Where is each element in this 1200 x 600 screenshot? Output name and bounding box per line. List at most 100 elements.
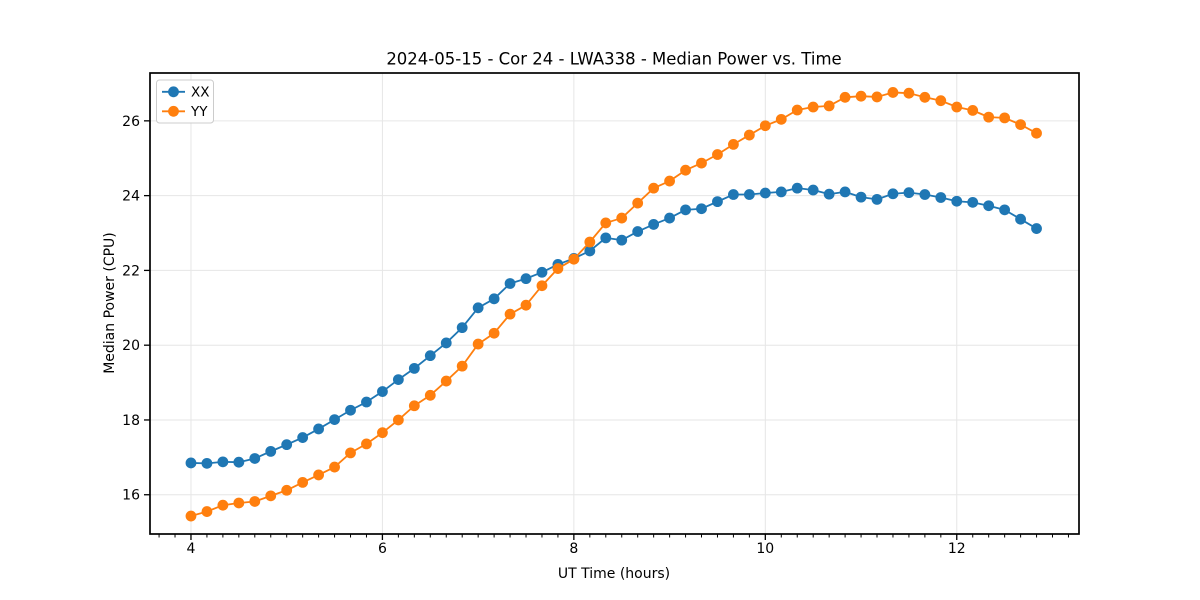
series-yy-marker bbox=[185, 510, 197, 522]
series-xx-marker bbox=[408, 362, 420, 374]
series-xx-marker bbox=[233, 456, 245, 468]
series-yy-line bbox=[190, 91, 1037, 517]
x-tick-label: 10 bbox=[756, 541, 774, 557]
series-xx-marker bbox=[345, 404, 356, 416]
legend-marker bbox=[168, 86, 179, 98]
series-xx-marker bbox=[329, 414, 340, 425]
series-xx-marker bbox=[919, 189, 931, 200]
legend: XX YY bbox=[156, 79, 214, 124]
series-xx-marker bbox=[472, 302, 484, 314]
series-xx-marker bbox=[759, 187, 771, 199]
series-yy-marker bbox=[696, 157, 707, 169]
legend-marker bbox=[168, 105, 179, 117]
chart-title: 2024-05-15 - Cor 24 - LWA338 - Median Po… bbox=[386, 50, 841, 69]
series-yy-marker bbox=[1031, 127, 1042, 139]
series-yy-marker bbox=[728, 139, 739, 150]
series-yy-marker bbox=[424, 389, 436, 401]
series-yy-marker bbox=[536, 280, 548, 292]
series-yy-marker bbox=[967, 104, 979, 116]
series-yy-marker bbox=[664, 175, 675, 187]
data-series bbox=[185, 87, 1042, 522]
series-yy-marker bbox=[313, 469, 324, 481]
series-yy-marker bbox=[249, 496, 261, 507]
series-xx-marker bbox=[392, 374, 404, 385]
series-yy-marker bbox=[456, 360, 468, 372]
series-xx-marker bbox=[887, 188, 899, 200]
series-yy-marker bbox=[855, 90, 867, 102]
series-yy-marker bbox=[281, 484, 293, 496]
series-yy-marker bbox=[983, 111, 995, 123]
series-yy-marker bbox=[377, 427, 388, 439]
series-yy-marker bbox=[233, 497, 245, 509]
series-yy-marker bbox=[568, 253, 580, 265]
series-xx-marker bbox=[743, 189, 755, 200]
series-xx-marker bbox=[217, 456, 229, 468]
series-yy-marker bbox=[887, 87, 899, 98]
series-xx-marker bbox=[520, 273, 532, 285]
series-xx-marker bbox=[807, 184, 819, 196]
series-xx-marker bbox=[903, 187, 915, 199]
series-yy-marker bbox=[616, 212, 628, 224]
series-xx-marker bbox=[823, 188, 835, 200]
series-xx-line bbox=[190, 187, 1037, 465]
series-yy-marker bbox=[919, 91, 931, 103]
y-axis-label: Median Power (CPU) bbox=[102, 232, 118, 374]
y-tick-label: 16 bbox=[122, 488, 140, 504]
series-yy-marker bbox=[712, 149, 723, 160]
series-xx-marker bbox=[1031, 223, 1042, 234]
series-yy-marker bbox=[951, 101, 963, 113]
series-yy-marker bbox=[823, 100, 835, 112]
series-yy-marker bbox=[392, 414, 404, 426]
y-tick-label: 26 bbox=[122, 114, 140, 130]
series-xx-marker bbox=[632, 226, 644, 237]
series-xx-marker bbox=[696, 203, 707, 215]
series-xx-marker bbox=[297, 432, 309, 443]
x-tick-label: 8 bbox=[569, 541, 578, 557]
series-xx-marker bbox=[983, 200, 995, 212]
series-yy-marker bbox=[329, 461, 340, 473]
x-tick-label: 4 bbox=[187, 541, 196, 557]
grid-lines bbox=[150, 73, 1079, 534]
x-tick-label: 12 bbox=[948, 541, 966, 557]
x-tick-label: 6 bbox=[378, 541, 387, 557]
series-xx-marker bbox=[440, 337, 452, 349]
series-yy-marker bbox=[791, 104, 803, 116]
legend-label-xx: XX bbox=[191, 85, 210, 101]
series-yy-marker bbox=[999, 112, 1011, 124]
series-xx-marker bbox=[935, 192, 947, 203]
series-yy-marker bbox=[345, 447, 356, 459]
series-yy-marker bbox=[935, 95, 947, 107]
y-tick-label: 22 bbox=[122, 263, 140, 279]
series-yy-marker bbox=[648, 182, 660, 194]
series-xx-marker bbox=[201, 457, 213, 469]
series-xx-marker bbox=[536, 266, 548, 278]
series-xx-marker bbox=[951, 195, 963, 207]
series-yy-marker bbox=[1015, 119, 1026, 130]
series-yy-marker bbox=[839, 91, 851, 103]
series-xx-marker bbox=[616, 234, 628, 246]
series-yy-marker bbox=[265, 490, 277, 502]
series-xx-marker bbox=[281, 439, 293, 451]
series-xx-marker bbox=[791, 182, 803, 194]
series-yy-marker bbox=[807, 101, 819, 113]
series-xx-marker bbox=[855, 191, 867, 203]
series-yy-marker bbox=[871, 91, 883, 103]
series-xx-marker bbox=[488, 293, 500, 305]
series-yy-marker bbox=[552, 263, 564, 274]
series-yy-marker bbox=[584, 236, 596, 248]
series-xx-marker bbox=[504, 278, 516, 289]
series-yy-marker bbox=[488, 327, 500, 339]
series-yy-marker bbox=[903, 87, 915, 99]
x-axis-label: UT Time (hours) bbox=[558, 566, 670, 582]
series-xx-marker bbox=[377, 386, 388, 397]
series-yy-marker bbox=[520, 299, 532, 311]
series-yy-marker bbox=[600, 217, 612, 229]
axes: 4 6 8 10 12 16 18 20 22 24 26 bbox=[122, 72, 1080, 557]
series-yy-marker bbox=[504, 308, 516, 320]
series-yy-marker bbox=[361, 438, 372, 450]
series-yy-marker bbox=[201, 506, 213, 517]
y-tick-label: 24 bbox=[122, 189, 140, 205]
series-xx-marker bbox=[839, 186, 851, 198]
